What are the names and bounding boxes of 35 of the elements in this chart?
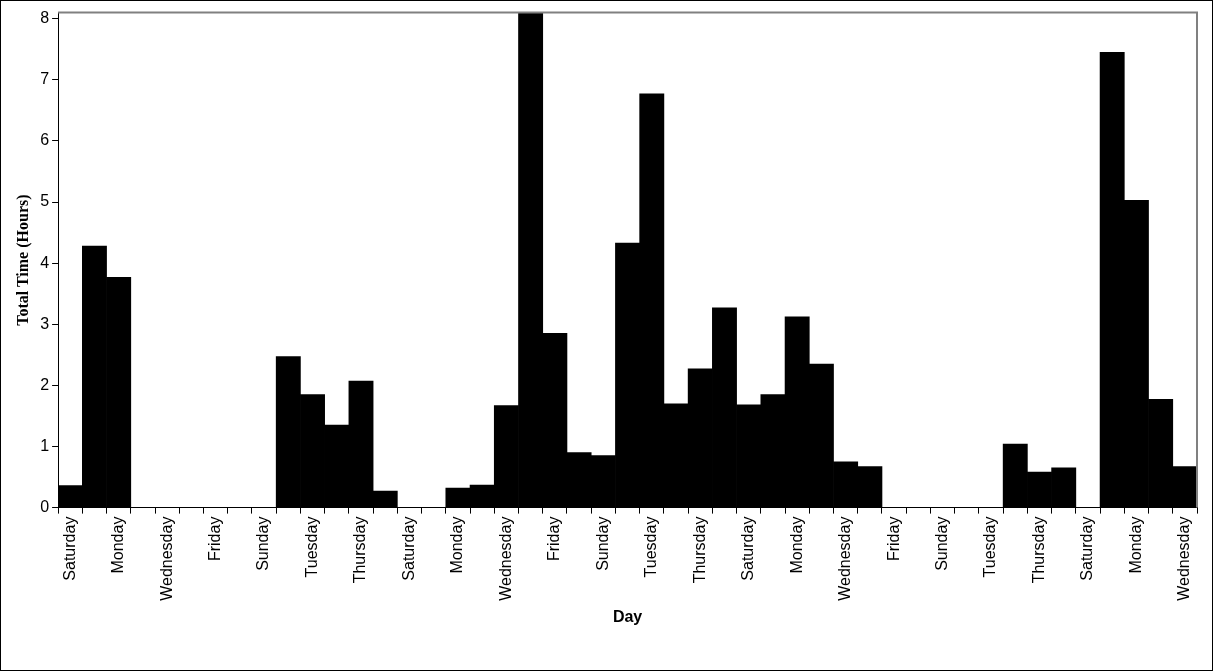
x-tick-label: Saturday [739, 516, 757, 581]
x-tick-label: Thursday [351, 516, 369, 584]
x-axis-title: Day [612, 607, 643, 625]
x-tick-label: Monday [1126, 516, 1144, 574]
y-axis-title: Total Time (Hours) [13, 194, 32, 326]
x-tick-label: Wednesday [836, 516, 854, 601]
x-tick-label: Sunday [593, 516, 611, 571]
y-tick-label: 6 [40, 131, 50, 149]
x-tick-label: Tuesday [642, 516, 660, 578]
x-tick-label: Saturday [1078, 516, 1096, 581]
y-tick-label: 5 [40, 192, 50, 210]
x-tick-label: Saturday [60, 516, 78, 581]
x-tick-label: Thursday [690, 516, 708, 584]
x-tick-label: Tuesday [981, 516, 999, 578]
x-tick-label: Wednesday [496, 516, 514, 601]
x-tick-label: Sunday [932, 516, 950, 571]
y-tick-label: 7 [40, 70, 50, 88]
x-tick-label: Wednesday [157, 516, 175, 601]
x-tick-label: Friday [884, 516, 902, 562]
y-tick-label: 1 [40, 436, 50, 454]
y-tick-label: 2 [40, 375, 50, 393]
x-tick-label: Friday [206, 516, 224, 562]
x-tick-label: Monday [787, 516, 805, 574]
y-tick-label: 8 [40, 9, 50, 27]
x-tick-label: Wednesday [1175, 516, 1193, 601]
x-tick-label: Sunday [254, 516, 272, 571]
x-tick-label: Tuesday [302, 516, 320, 578]
x-tick-label: Monday [109, 516, 127, 574]
y-tick-label: 3 [40, 314, 50, 332]
x-tick-label: Monday [448, 516, 466, 574]
x-tick-label: Thursday [1029, 516, 1047, 584]
y-tick-label: 0 [40, 498, 50, 515]
y-tick-label: 4 [40, 253, 50, 271]
x-tick-label: Friday [545, 516, 563, 562]
x-tick-label: Saturday [399, 516, 417, 581]
